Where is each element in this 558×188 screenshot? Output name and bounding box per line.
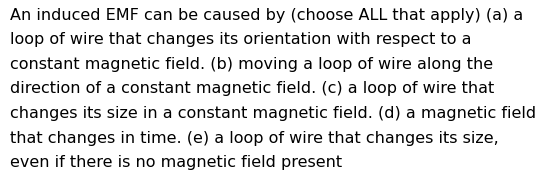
Text: An induced EMF can be caused by (choose ALL that apply) (a) a: An induced EMF can be caused by (choose … xyxy=(10,8,523,23)
Text: direction of a constant magnetic field. (c) a loop of wire that: direction of a constant magnetic field. … xyxy=(10,81,494,96)
Text: even if there is no magnetic field present: even if there is no magnetic field prese… xyxy=(10,155,342,170)
Text: changes its size in a constant magnetic field. (d) a magnetic field: changes its size in a constant magnetic … xyxy=(10,106,536,121)
Text: constant magnetic field. (b) moving a loop of wire along the: constant magnetic field. (b) moving a lo… xyxy=(10,57,493,72)
Text: that changes in time. (e) a loop of wire that changes its size,: that changes in time. (e) a loop of wire… xyxy=(10,131,499,146)
Text: loop of wire that changes its orientation with respect to a: loop of wire that changes its orientatio… xyxy=(10,32,472,47)
